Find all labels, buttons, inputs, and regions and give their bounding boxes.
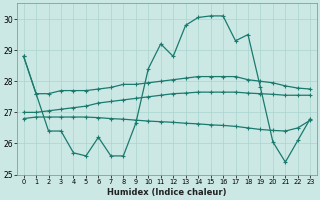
X-axis label: Humidex (Indice chaleur): Humidex (Indice chaleur) bbox=[107, 188, 227, 197]
